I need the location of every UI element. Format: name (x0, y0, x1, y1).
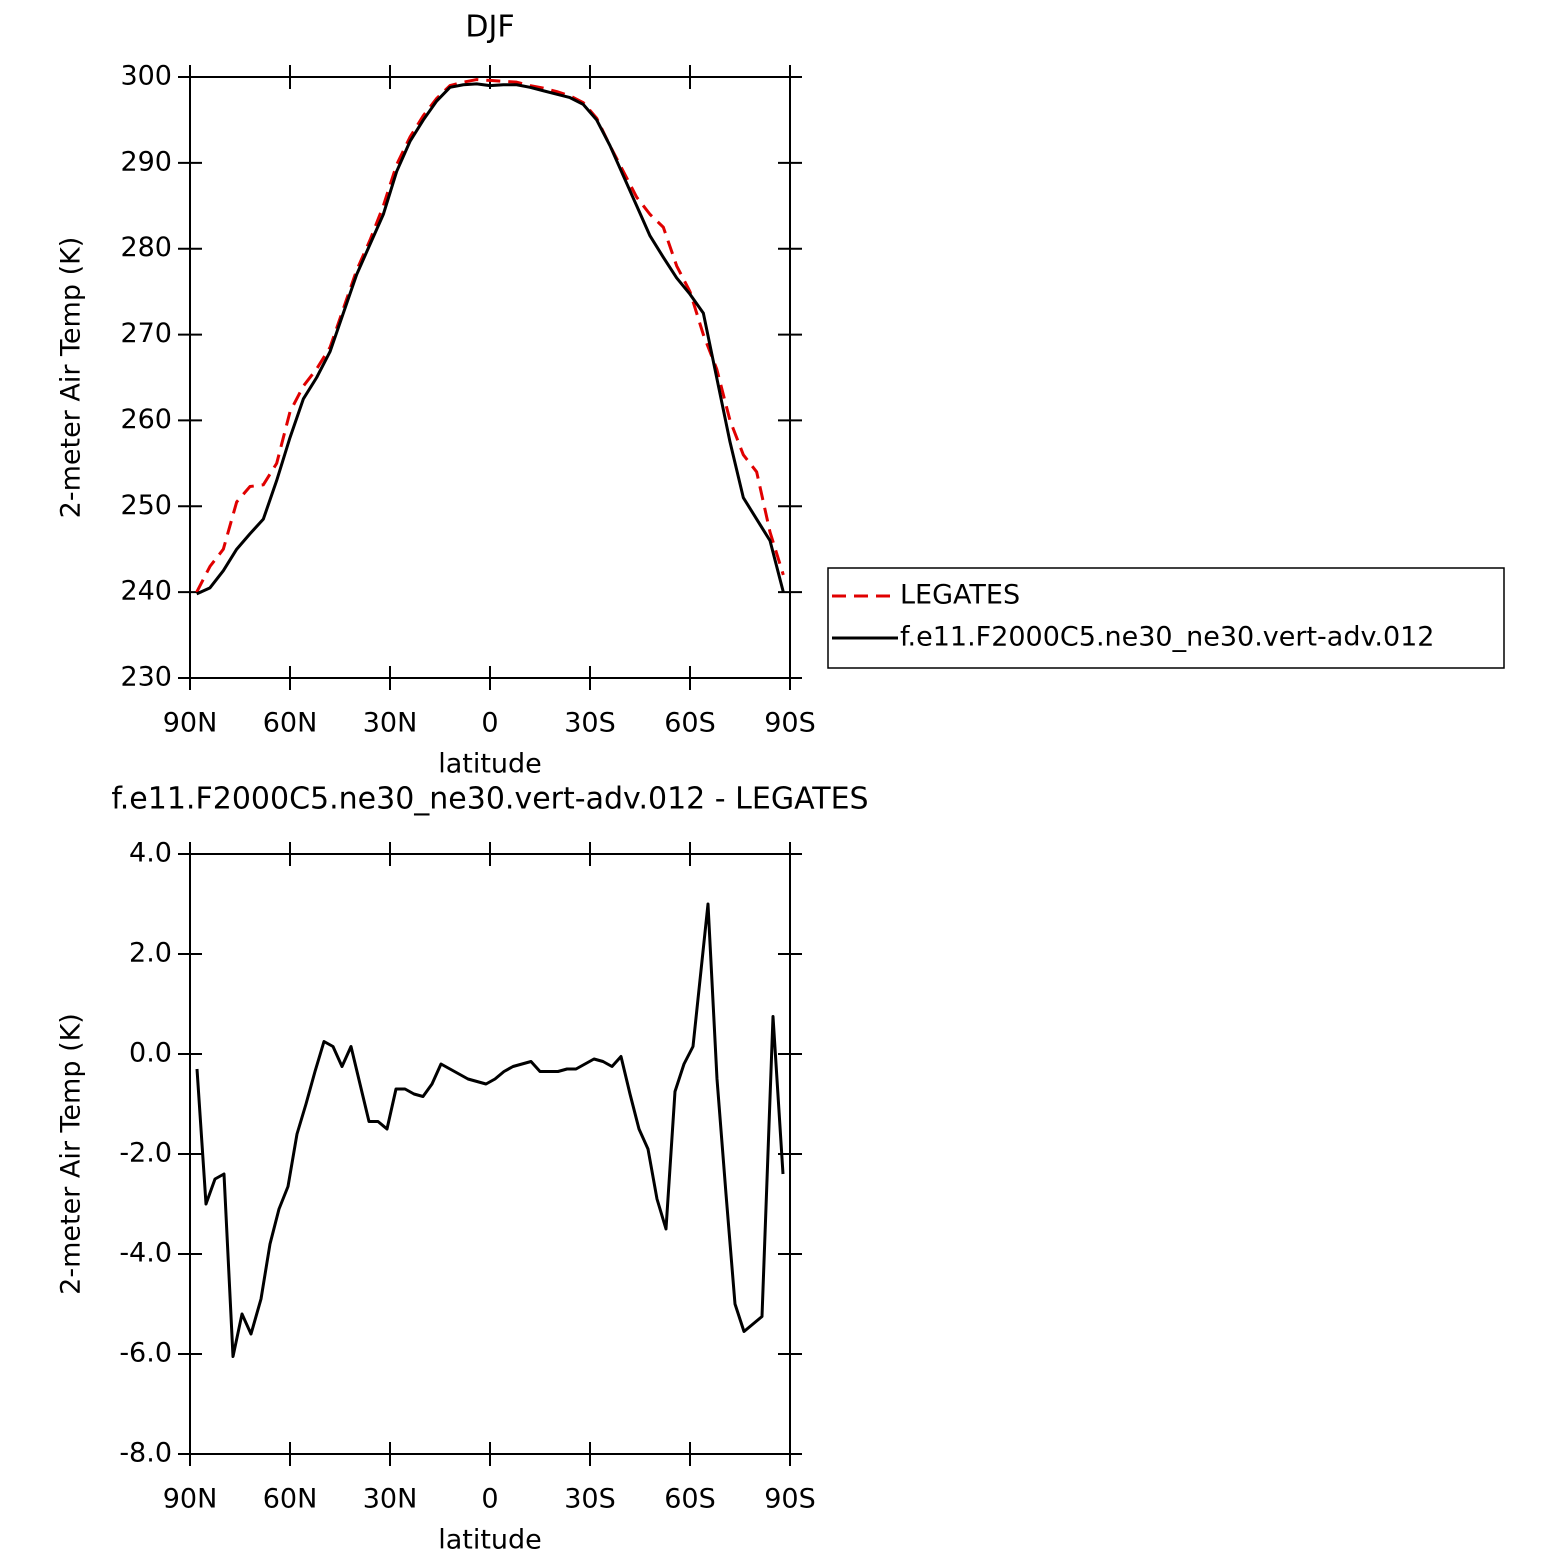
x-tick-label: 0 (481, 1484, 498, 1515)
x-tick-label: 90S (764, 708, 816, 739)
legend: LEGATES f.e11.F2000C5.ne30_ne30.vert-adv.… (827, 567, 1505, 669)
y-tick-label: 300 (120, 61, 172, 92)
y-tick-label: 270 (120, 318, 172, 349)
panel: f.e11.F2000C5.ne30_ne30.vert-adv.012 - L… (56, 782, 869, 1556)
y-tick-label: -2.0 (119, 1138, 172, 1169)
legend-label: f.e11.F2000C5.ne30_ne30.vert-adv.012 (900, 622, 1434, 653)
data-line (195, 902, 785, 1358)
y-tick-label: 4.0 (129, 838, 172, 869)
y-tick-label: 280 (120, 232, 172, 263)
y-tick-label: -4.0 (119, 1238, 172, 1269)
y-tick-label: 230 (120, 662, 172, 693)
y-tick-label: 250 (120, 490, 172, 521)
y-tick-label: 2.0 (129, 938, 172, 969)
y-tick-label: 290 (120, 146, 172, 177)
x-tick-label: 90S (764, 1484, 816, 1515)
x-tick-label: 90N (163, 708, 218, 739)
plot-frame (189, 853, 791, 1455)
chart-title: f.e11.F2000C5.ne30_ne30.vert-adv.012 - L… (111, 782, 868, 817)
y-tick-label: 0.0 (129, 1038, 172, 1069)
y-tick-label: -6.0 (119, 1338, 172, 1369)
chart-title: DJF (465, 10, 514, 45)
data-line (196, 82, 785, 596)
x-tick-label: 60S (664, 708, 716, 739)
x-tick-label: 30N (363, 708, 418, 739)
x-tick-label: 30S (564, 1484, 616, 1515)
plot-frame (189, 76, 791, 679)
y-tick-label: -8.0 (119, 1438, 172, 1469)
y-tick-label: 240 (120, 576, 172, 607)
y-axis-label: 2-meter Air Temp (K) (56, 1013, 87, 1295)
x-axis-label: latitude (438, 1525, 542, 1556)
data-line (195, 78, 785, 593)
x-tick-label: 60N (263, 708, 318, 739)
legend-label: LEGATES (900, 580, 1020, 611)
x-tick-label: 90N (163, 1484, 218, 1515)
x-tick-label: 60N (263, 1484, 318, 1515)
panel: DJF 230 240 250 260 270 280 290 300 90N 60N 30N 0 30S… (56, 10, 1505, 780)
x-tick-label: 30S (564, 708, 616, 739)
x-axis-label: latitude (438, 749, 542, 780)
y-tick-label: 260 (120, 404, 172, 435)
x-tick-label: 60S (664, 1484, 716, 1515)
x-tick-label: 30N (363, 1484, 418, 1515)
x-tick-label: 0 (481, 708, 498, 739)
y-axis-label: 2-meter Air Temp (K) (56, 237, 87, 519)
legend-box (827, 567, 1505, 669)
